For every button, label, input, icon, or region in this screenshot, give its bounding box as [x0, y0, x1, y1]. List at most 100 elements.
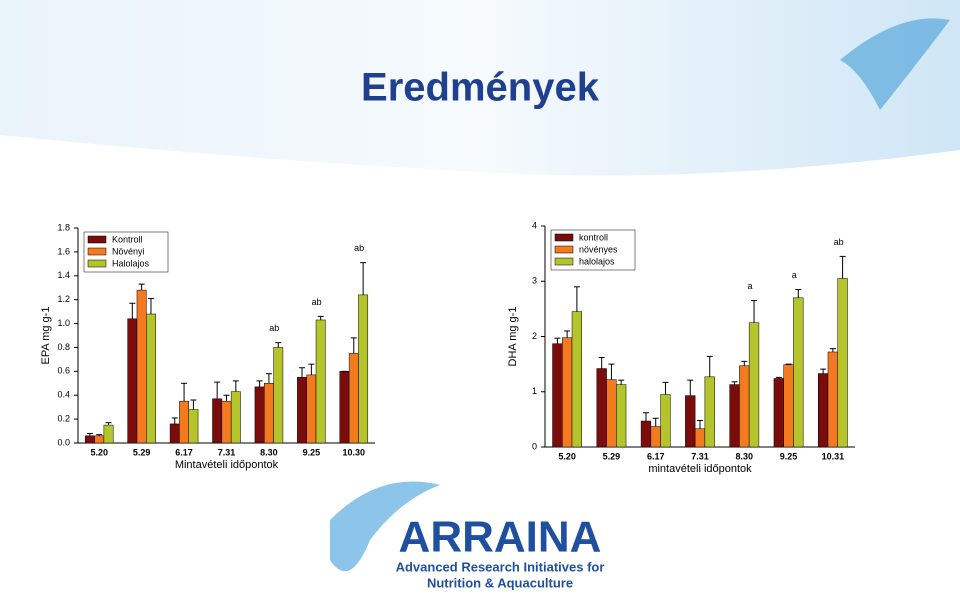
y-axis-label: DHA mg g-1 — [507, 307, 519, 367]
bar — [694, 428, 706, 448]
y-tick-label: 1.4 — [57, 270, 70, 280]
legend-swatch — [87, 247, 107, 256]
bar — [146, 313, 156, 444]
bar — [650, 426, 661, 448]
x-tick-label: 7.31 — [218, 447, 236, 457]
y-tick-label: 2 — [532, 331, 537, 341]
y-tick-label: 3 — [532, 276, 537, 286]
significance-letter: ab — [269, 323, 279, 333]
bar — [729, 384, 740, 448]
x-tick-label: 9.25 — [303, 447, 321, 457]
legend-swatch — [554, 245, 574, 254]
bar — [739, 365, 750, 448]
bar — [94, 435, 105, 444]
legend-swatch — [554, 257, 574, 266]
header-fish — [840, 18, 950, 110]
legend-label: növényes — [579, 244, 618, 254]
logo-line: Nutrition & Aquaculture — [427, 575, 573, 590]
y-tick-label: 1.0 — [57, 318, 70, 328]
slide-title: Eredmények — [361, 66, 600, 110]
bar — [264, 383, 274, 444]
bar — [817, 373, 829, 448]
y-tick-label: 1.6 — [57, 246, 70, 256]
bar — [221, 400, 232, 444]
bar — [596, 368, 607, 448]
x-tick-label: 5.20 — [558, 451, 576, 461]
bar — [606, 379, 617, 448]
bar — [348, 353, 359, 444]
legend-label: Kontroll — [112, 234, 143, 244]
significance-letter: a — [748, 281, 753, 291]
logo-name: ARRAINA — [399, 513, 602, 562]
bar — [552, 343, 563, 448]
legend-swatch — [87, 259, 107, 268]
bar — [188, 409, 199, 444]
x-tick-label: 5.20 — [90, 447, 108, 457]
y-tick-label: 4 — [532, 220, 537, 230]
y-axis-label: EPA mg g-1 — [40, 307, 52, 365]
x-tick-label: 9.25 — [780, 451, 798, 461]
bar — [254, 386, 265, 444]
x-axis-label: Mintavételi időpontok — [175, 459, 279, 471]
bar — [562, 337, 573, 448]
legend-label: kontroll — [579, 232, 608, 242]
x-axis-label: mintavételi időpontok — [648, 463, 752, 475]
y-tick-label: 0 — [532, 441, 537, 451]
legend-label: Növényi — [112, 246, 145, 256]
bar — [704, 376, 715, 448]
legend-label: halolajos — [579, 256, 615, 266]
x-tick-label: 6.17 — [647, 451, 665, 461]
bar — [169, 423, 180, 444]
bar — [685, 395, 696, 448]
bar — [783, 364, 794, 448]
significance-letter: ab — [312, 297, 322, 307]
bar — [793, 297, 804, 448]
x-tick-label: 5.29 — [133, 447, 151, 457]
y-tick-label: 0.0 — [57, 437, 70, 447]
y-tick-label: 1.2 — [57, 294, 70, 304]
legend-swatch — [87, 235, 107, 244]
logo-swirl — [330, 481, 440, 572]
bar — [748, 322, 760, 448]
x-tick-label: 6.17 — [175, 447, 193, 457]
y-tick-label: 1 — [532, 386, 537, 396]
y-tick-label: 0.6 — [57, 366, 70, 376]
header-band — [0, 0, 960, 176]
significance-letter: a — [792, 270, 797, 280]
bar — [358, 294, 369, 444]
bar — [212, 398, 223, 444]
bar — [297, 377, 307, 444]
y-tick-label: 0.4 — [57, 390, 70, 400]
bar — [773, 378, 784, 448]
x-tick-label: 5.29 — [603, 451, 621, 461]
bar — [179, 400, 189, 444]
x-tick-label: 7.31 — [691, 451, 709, 461]
bar — [640, 420, 652, 448]
x-tick-label: 8.30 — [260, 447, 278, 457]
bar — [84, 435, 95, 444]
y-tick-label: 1.8 — [57, 222, 70, 232]
x-tick-label: 8.30 — [736, 451, 754, 461]
bar — [273, 347, 284, 444]
bar — [339, 371, 350, 444]
bar — [616, 384, 627, 448]
legend-swatch — [554, 233, 574, 242]
logo-line: Advanced Research Initiatives for — [396, 559, 605, 574]
x-tick-label: 10.30 — [343, 447, 366, 457]
bar — [230, 391, 241, 444]
y-tick-label: 0.2 — [57, 413, 70, 423]
bar — [127, 318, 138, 444]
x-tick-label: 10.31 — [822, 451, 845, 461]
bar — [827, 351, 838, 448]
y-tick-label: 0.8 — [57, 342, 70, 352]
bar — [136, 289, 147, 444]
significance-letter: ab — [834, 237, 844, 247]
significance-letter: ab — [354, 243, 364, 253]
legend-label: Halolajos — [112, 258, 150, 268]
bar — [837, 278, 848, 448]
bar — [315, 319, 326, 444]
bar — [306, 374, 317, 444]
bar — [571, 311, 583, 448]
bar — [103, 424, 114, 444]
